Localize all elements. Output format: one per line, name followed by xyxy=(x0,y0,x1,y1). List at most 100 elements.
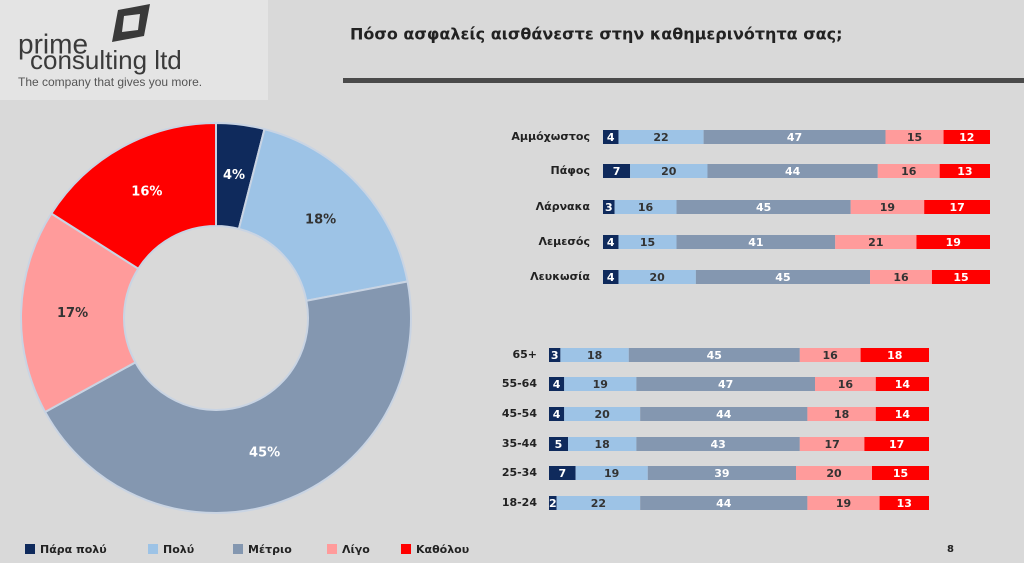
bar-label: 19 xyxy=(593,378,608,391)
bar-label: 20 xyxy=(650,271,666,284)
bar-segment xyxy=(618,235,677,249)
bar-label: 4 xyxy=(607,271,615,284)
bar-segment xyxy=(695,270,871,284)
bar-segment xyxy=(603,235,619,249)
bar-label: 7 xyxy=(558,467,566,480)
legend-swatch xyxy=(233,544,243,554)
bar-label: 22 xyxy=(591,497,606,510)
bar-segment xyxy=(796,466,872,480)
bar-segment xyxy=(564,377,637,391)
bar-segment xyxy=(875,377,929,391)
bar-segment xyxy=(603,130,619,144)
bar-label: 47 xyxy=(787,131,802,144)
bar-segment xyxy=(943,130,990,144)
bar-segment xyxy=(807,496,880,510)
bar-segment xyxy=(835,235,917,249)
bar-segment xyxy=(703,130,886,144)
bar-label: 5 xyxy=(555,438,563,451)
logo-icon xyxy=(112,4,150,42)
bar-segment xyxy=(549,377,565,391)
bar-label: 14 xyxy=(895,378,911,391)
bar-label: 17 xyxy=(949,201,964,214)
bar-label: 18 xyxy=(595,438,610,451)
bar-label: 44 xyxy=(785,165,801,178)
bar-label: 7 xyxy=(613,165,621,178)
bar-label: 2 xyxy=(549,497,557,510)
bar-label: 14 xyxy=(895,408,911,421)
bar-label: 15 xyxy=(893,467,908,480)
bar-segment xyxy=(603,270,619,284)
legend-label: Μέτριο xyxy=(248,543,292,556)
slice-label: 18% xyxy=(305,212,336,227)
bar-segment xyxy=(870,270,932,284)
category-label: 45-54 xyxy=(502,407,538,420)
legend-label: Καθόλου xyxy=(416,543,469,556)
pie-slice xyxy=(237,127,409,302)
bar-label: 19 xyxy=(836,497,851,510)
bar-segment xyxy=(636,437,800,451)
bar-label: 44 xyxy=(716,497,732,510)
category-label: Λεμεσός xyxy=(539,235,591,248)
bar-label: 3 xyxy=(551,349,559,362)
bar-segment xyxy=(568,437,637,451)
bar-label: 44 xyxy=(716,408,732,421)
logo-tagline: The company that gives you more. xyxy=(18,75,202,89)
slice-label: 16% xyxy=(131,185,162,200)
bar-segment xyxy=(603,164,631,178)
bar-label: 4 xyxy=(553,378,561,391)
bar-segment xyxy=(799,348,861,362)
bar-label: 47 xyxy=(718,378,733,391)
bar-label: 4 xyxy=(553,408,561,421)
bar-label: 4 xyxy=(607,236,615,249)
bar-segment xyxy=(707,164,878,178)
bar-label: 13 xyxy=(897,497,912,510)
bar-label: 19 xyxy=(880,201,895,214)
bar-label: 45 xyxy=(775,271,790,284)
bar-segment xyxy=(875,407,929,421)
bar-segment xyxy=(885,130,944,144)
category-label: Λάρνακα xyxy=(536,200,591,213)
bar-label: 15 xyxy=(953,271,968,284)
bar-segment xyxy=(614,200,677,214)
bar-segment xyxy=(556,496,641,510)
pie-slice xyxy=(43,280,412,514)
bar-segment xyxy=(799,437,865,451)
bar-label: 16 xyxy=(893,271,909,284)
bar-segment xyxy=(931,270,990,284)
bar-segment xyxy=(564,407,641,421)
legend-swatch xyxy=(401,544,411,554)
pie-slice xyxy=(20,212,140,414)
bar-segment xyxy=(879,496,929,510)
slice-label: 45% xyxy=(249,446,280,461)
bar-segment xyxy=(636,377,815,391)
bar-label: 17 xyxy=(889,438,904,451)
legend-label: Πολύ xyxy=(163,543,194,556)
slice-label: 4% xyxy=(223,168,245,183)
category-label: 25-34 xyxy=(502,466,538,479)
slide-title: Πόσο ασφαλείς αισθάνεστε στην καθημερινό… xyxy=(350,25,843,44)
bar-segment xyxy=(939,164,990,178)
bar-label: 22 xyxy=(653,131,668,144)
bar-label: 18 xyxy=(887,349,902,362)
bar-label: 20 xyxy=(826,467,842,480)
bar-label: 18 xyxy=(834,408,849,421)
bar-segment xyxy=(815,377,876,391)
bar-label: 16 xyxy=(901,165,917,178)
category-label: 55-64 xyxy=(502,377,538,390)
bar-segment xyxy=(549,348,561,362)
category-label: 35-44 xyxy=(502,437,538,450)
logo-name: prime xyxy=(18,28,88,59)
bar-label: 41 xyxy=(748,236,763,249)
category-label: 65+ xyxy=(512,348,537,361)
bar-segment xyxy=(640,496,808,510)
page-number: 8 xyxy=(947,544,954,555)
pie-slice xyxy=(49,121,217,271)
bar-label: 13 xyxy=(957,165,972,178)
bar-label: 18 xyxy=(587,349,602,362)
bar-segment xyxy=(575,466,648,480)
category-label: Αμμόχωστος xyxy=(511,130,590,143)
bar-label: 3 xyxy=(605,201,613,214)
bar-segment xyxy=(618,130,704,144)
bar-segment xyxy=(850,200,925,214)
